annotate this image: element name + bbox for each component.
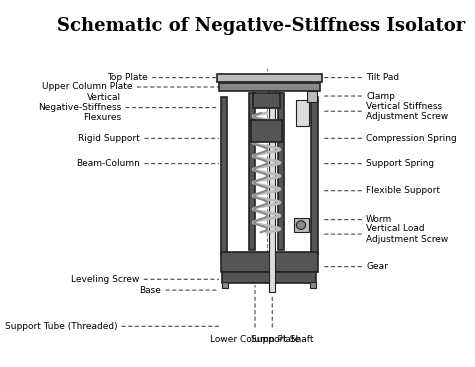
Bar [311,97,318,254]
Bar [294,218,309,232]
Text: Compression Spring: Compression Spring [366,134,457,143]
Text: Beam-Column: Beam-Column [76,159,140,168]
Bar [296,100,309,126]
Text: Top Plate: Top Plate [107,73,148,82]
Text: Schematic of Negative-Stiffness Isolator: Schematic of Negative-Stiffness Isolator [57,17,465,35]
Text: Support Shaft: Support Shaft [251,335,313,344]
Text: Rigid Support: Rigid Support [78,134,140,143]
Bar [218,83,320,91]
Bar [220,252,318,272]
Bar [307,91,317,102]
Text: Support Spring: Support Spring [366,159,434,168]
Bar [220,97,228,254]
Text: Vertical Load
Adjustment Screw: Vertical Load Adjustment Screw [366,224,448,244]
Text: Base: Base [139,286,161,295]
Text: Worm: Worm [366,215,392,224]
Text: Support Tube (Threaded): Support Tube (Threaded) [5,322,117,331]
Text: Clamp: Clamp [366,91,395,101]
Bar [222,282,228,288]
Bar [217,74,322,81]
Text: Upper Column Plate: Upper Column Plate [42,83,133,91]
Text: Flexible Support: Flexible Support [366,186,440,195]
Text: Gear: Gear [366,262,388,271]
Text: Vertical
Negative-Stiffness
Flexures: Vertical Negative-Stiffness Flexures [38,93,121,123]
Bar [278,93,284,250]
Bar [310,282,316,288]
Text: Lower Column Plate: Lower Column Plate [210,335,300,344]
Bar [269,86,276,292]
Bar [251,120,282,142]
Text: Vertical Stiffness
Adjustment Screw: Vertical Stiffness Adjustment Screw [366,102,448,121]
Circle shape [296,221,305,229]
Bar [253,93,280,108]
Bar [249,93,255,250]
Bar [222,272,316,283]
Text: Leveling Screw: Leveling Screw [71,275,140,284]
Text: Tilt Pad: Tilt Pad [366,73,399,82]
